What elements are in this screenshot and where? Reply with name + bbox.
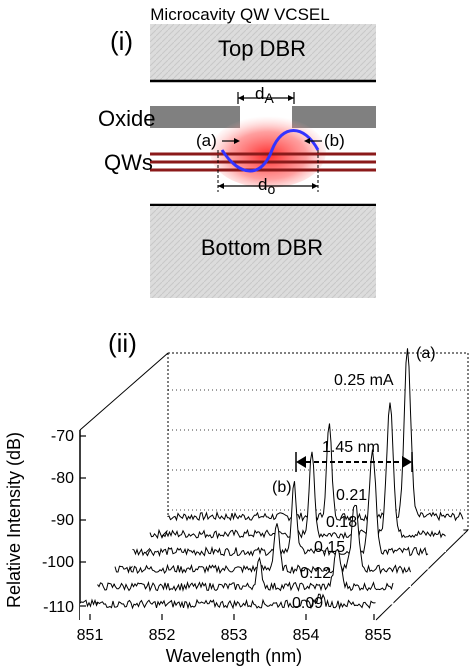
trace-fill bbox=[97, 549, 394, 605]
bottom-dbr-label: Bottom DBR bbox=[201, 235, 323, 260]
x-axis-title: Wavelength (nm) bbox=[166, 646, 302, 666]
d-a-label: dA bbox=[255, 84, 274, 106]
quantum-wells bbox=[150, 152, 376, 172]
spectrum-trace bbox=[114, 504, 411, 575]
trace-fill bbox=[115, 505, 411, 587]
spectrum-trace bbox=[97, 548, 394, 593]
d-o-label: do bbox=[258, 175, 275, 197]
x-tick-label: 852 bbox=[149, 627, 176, 644]
x-tick-marks bbox=[89, 614, 375, 620]
y-tick-label: -80 bbox=[51, 470, 74, 487]
panel-ii: (ii) -70 -80 -90 bbox=[4, 328, 469, 666]
trace-fill bbox=[150, 402, 446, 552]
y-ticks: -70 -80 -90 -100 -110 bbox=[42, 428, 74, 616]
trace-fill bbox=[167, 348, 464, 535]
vcsel-title: Microcavity QW VCSEL bbox=[150, 5, 329, 24]
mode-curve bbox=[220, 129, 320, 173]
spectra-traces bbox=[79, 348, 464, 622]
d-a-dimension: dA bbox=[237, 84, 295, 106]
d-o-dimension: do bbox=[217, 150, 319, 197]
bottom-dbr bbox=[150, 206, 376, 298]
series-label: 0.25 mA bbox=[334, 372, 394, 389]
x-ticks: 851 852 853 854 855 bbox=[77, 627, 392, 644]
spectrum-trace bbox=[79, 593, 376, 610]
top-dbr-label: Top DBR bbox=[218, 36, 306, 61]
y-tick-label: -100 bbox=[42, 554, 74, 571]
series-label: 0.09 bbox=[292, 595, 323, 612]
panel-i-label: (i) bbox=[110, 26, 133, 56]
peak-b-label: (b) bbox=[272, 479, 292, 496]
y-tick-marks bbox=[80, 435, 86, 607]
x-tick-label: 855 bbox=[365, 627, 392, 644]
y-tick-label: -110 bbox=[43, 599, 74, 616]
trace-fill bbox=[132, 449, 429, 570]
mode-a-label: (a) bbox=[196, 131, 217, 150]
y-axis-title: Relative Intensity (dB) bbox=[4, 432, 24, 608]
series-label: 0.21 bbox=[336, 487, 367, 504]
series-label: 0.12 bbox=[300, 565, 331, 582]
panel-i: Microcavity QW VCSEL (i) Top DBR Oxide d… bbox=[98, 5, 376, 298]
panel-ii-label: (ii) bbox=[108, 328, 137, 358]
peak-a-label: (a) bbox=[416, 345, 436, 362]
current-labels: 0.25 mA 0.21 0.18 0.15 0.12 0.09 bbox=[292, 372, 394, 612]
top-dbr bbox=[150, 24, 376, 80]
y-tick-label: -90 bbox=[51, 512, 74, 529]
spacing-label: 1.45 nm bbox=[322, 439, 380, 456]
oxide-left bbox=[150, 106, 240, 128]
x-tick-label: 853 bbox=[221, 627, 248, 644]
series-label: 0.18 bbox=[326, 514, 357, 531]
mode-spacing-arrow: 1.45 nm bbox=[295, 439, 413, 472]
oxide-label: Oxide bbox=[98, 106, 155, 131]
qws-label: QWs bbox=[104, 150, 153, 175]
x-tick-label: 854 bbox=[293, 627, 320, 644]
x-tick-label: 851 bbox=[77, 627, 104, 644]
mode-b-label: (b) bbox=[324, 131, 345, 150]
series-label: 0.15 bbox=[314, 539, 345, 556]
oxide-right bbox=[292, 106, 376, 128]
optical-mode-glow bbox=[210, 116, 326, 188]
y-tick-label: -70 bbox=[51, 428, 74, 445]
